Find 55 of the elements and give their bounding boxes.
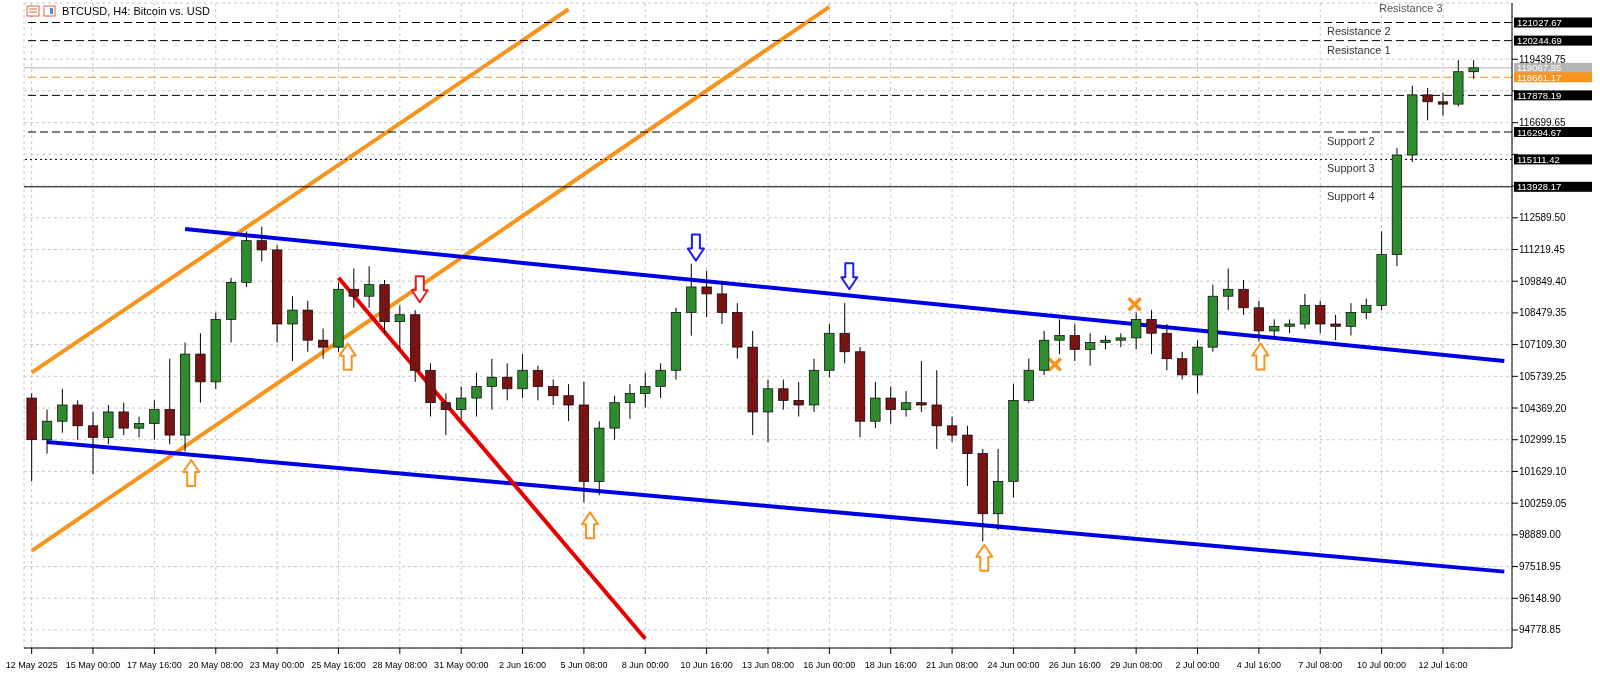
- y-tick-label: 109849.40: [1519, 275, 1567, 287]
- chart-title: BTCUSD, H4: Bitcoin vs. USD: [62, 5, 210, 17]
- x-tick-label: 12 Jul 16:00: [1418, 660, 1468, 670]
- text: 121027.67: [1517, 16, 1562, 28]
- x-tick-label: 21 Jun 08:00: [926, 660, 979, 670]
- x-tick-label: 18 Jun 16:00: [864, 660, 917, 670]
- x-tick-label: 2 Jul 00:00: [1175, 660, 1220, 670]
- x-tick-label: 12 May 2025: [5, 660, 58, 670]
- x-tick-label: 26 Jun 16:00: [1048, 660, 1101, 670]
- x-tick-label: 7 Jul 08:00: [1298, 660, 1343, 670]
- y-tick-label: 105739.25: [1519, 370, 1567, 382]
- y-tick-label: 107109.30: [1519, 339, 1567, 351]
- ref-line-label: Support 3: [1327, 162, 1375, 175]
- y-tick-label: 104369.20: [1519, 402, 1567, 414]
- text: 115111.42: [1517, 153, 1560, 165]
- ref-line-label: Resistance 1: [1327, 43, 1391, 56]
- y-tick-label: 112589.50: [1519, 212, 1566, 224]
- y-tick-label: 98889.00: [1519, 529, 1562, 541]
- x-tick-label: 15 May 00:00: [65, 660, 121, 670]
- ref-line-label: Support 2: [1327, 135, 1375, 148]
- x-tick-label: 29 Jun 08:00: [1110, 660, 1163, 670]
- x-tick-label: 13 Jun 08:00: [741, 660, 795, 670]
- y-tick-label: 96148.90: [1519, 592, 1562, 604]
- y-tick-label: 100259.05: [1519, 497, 1567, 509]
- text: 117878.19: [1517, 89, 1562, 101]
- x-tick-label: 25 May 16:00: [311, 660, 366, 670]
- x-tick-label: 24 Jun 00:00: [987, 660, 1040, 670]
- text: 120244.69: [1517, 35, 1562, 47]
- ref-line-label: Resistance 2: [1327, 25, 1391, 38]
- ref-line-label: Support 4: [1327, 189, 1375, 202]
- y-tick-label: 108479.35: [1519, 307, 1567, 319]
- x-tick-label: 31 May 00:00: [433, 660, 489, 670]
- text: 119067.85: [1517, 62, 1562, 74]
- x-tick-label: 2 Jun 16:00: [499, 660, 547, 670]
- y-tick-label: 116699.65: [1519, 117, 1566, 129]
- y-tick-label: 111219.45: [1519, 243, 1566, 255]
- y-tick-label: 94778.85: [1519, 624, 1562, 636]
- text: 118661.17: [1517, 71, 1562, 83]
- x-tick-label: 10 Jul 00:00: [1357, 660, 1407, 670]
- y-tick-label: 119439.75: [1519, 53, 1566, 65]
- text: 113928.17: [1517, 181, 1562, 193]
- x-tick-label: 4 Jul 16:00: [1236, 660, 1281, 670]
- x-tick-label: 10 Jun 16:00: [680, 660, 733, 670]
- x-tick-label: 17 May 16:00: [127, 660, 182, 670]
- x-tick-label: 16 Jun 00:00: [803, 660, 856, 670]
- x-tick-label: 5 Jun 08:00: [560, 660, 608, 670]
- x-tick-label: 8 Jun 00:00: [621, 660, 669, 670]
- y-tick-label: 97518.95: [1519, 561, 1562, 573]
- x-tick-label: 20 May 08:00: [188, 660, 244, 670]
- y-tick-label: 101629.10: [1519, 465, 1567, 477]
- annotation: Resistance 3: [1379, 2, 1443, 14]
- y-tick-label: 102999.15: [1519, 434, 1567, 446]
- x-tick-label: 28 May 08:00: [372, 660, 428, 670]
- x-tick-label: 23 May 00:00: [249, 660, 305, 670]
- text: 116294.67: [1517, 126, 1562, 138]
